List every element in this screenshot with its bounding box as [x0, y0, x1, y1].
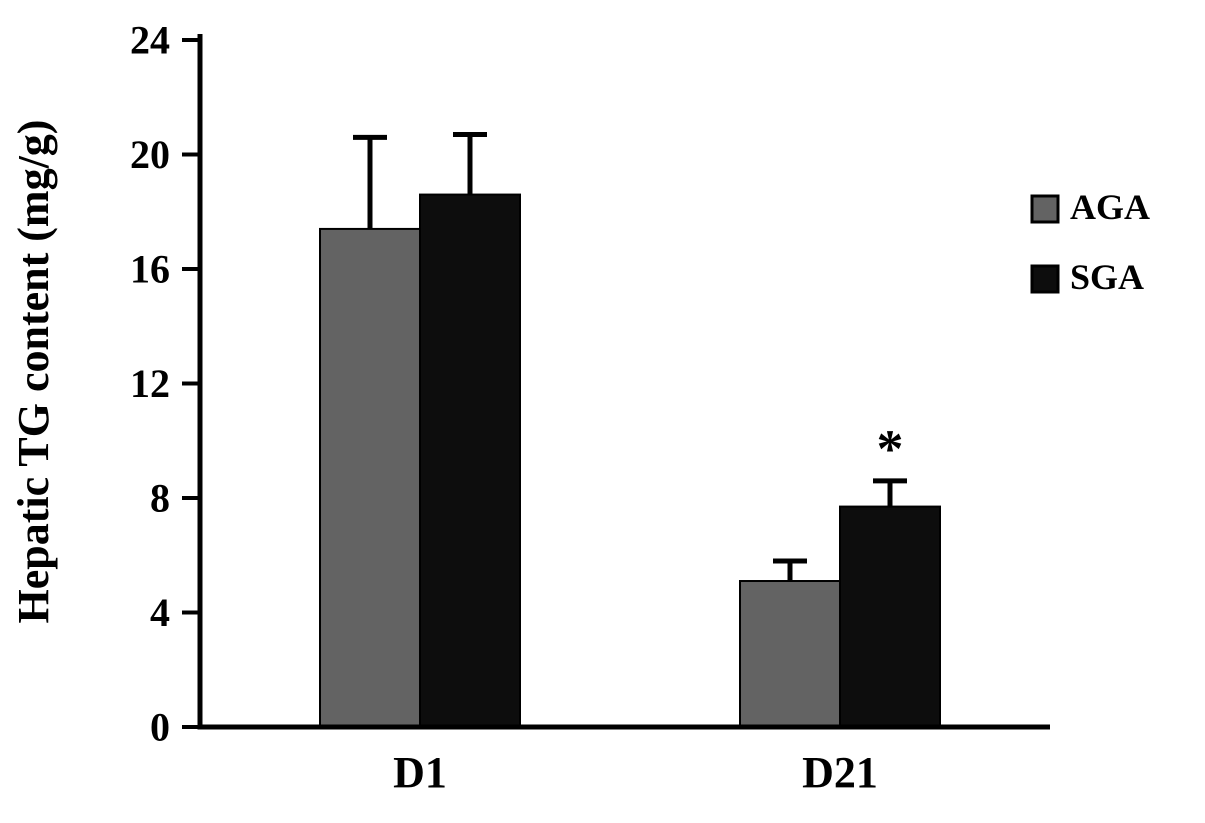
- bar-AGA-D21: [739, 580, 841, 729]
- legend-label-AGA: AGA: [1070, 187, 1150, 227]
- legend-swatch-SGA: [1030, 264, 1060, 294]
- bar-SGA-D21: [839, 505, 941, 728]
- x-tick-label-D21: D21: [802, 748, 878, 797]
- y-tick-label-24: 24: [130, 18, 170, 63]
- bar-AGA-D1: [319, 227, 421, 729]
- y-tick-label-8: 8: [150, 476, 170, 521]
- legend-label-SGA: SGA: [1070, 257, 1144, 297]
- y-axis-title: Hepatic TG content (mg/g): [9, 120, 58, 624]
- x-tick-label-D1: D1: [393, 748, 447, 797]
- y-tick-label-16: 16: [130, 247, 170, 292]
- y-tick-label-4: 4: [150, 590, 170, 635]
- y-tick-label-0: 0: [150, 705, 170, 750]
- legend-swatch-AGA: [1030, 194, 1060, 224]
- y-tick-label-12: 12: [130, 361, 170, 406]
- y-tick-label-20: 20: [130, 132, 170, 177]
- significance-asterisk: *: [877, 419, 904, 479]
- bar-SGA-D1: [419, 193, 521, 728]
